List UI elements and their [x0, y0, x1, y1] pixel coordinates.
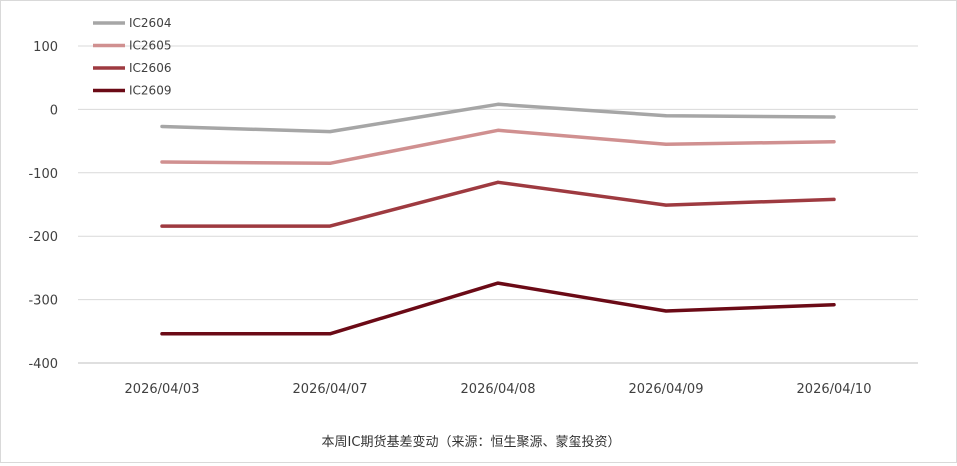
legend-label: IC2605	[129, 39, 171, 53]
data-point	[832, 115, 836, 119]
series-line-ic2609	[160, 281, 836, 336]
legend: IC2604 IC2605 IC2606 IC2609	[93, 16, 171, 98]
data-point	[328, 161, 332, 165]
data-point	[160, 160, 164, 164]
x-tick-label: 2026/04/09	[629, 382, 704, 397]
data-point	[832, 303, 836, 307]
series-line-ic2605	[160, 128, 836, 166]
y-tick-label: 0	[50, 103, 58, 118]
gridlines	[78, 45, 918, 364]
x-tick-label: 2026/04/10	[797, 382, 872, 397]
data-point	[328, 130, 332, 134]
y-tick-label: -100	[28, 167, 58, 182]
x-tick-label: 2026/04/07	[293, 382, 368, 397]
x-tick-label: 2026/04/08	[461, 382, 536, 397]
data-point	[664, 142, 668, 146]
series-line-ic2606	[160, 180, 836, 228]
y-tick-label: -200	[28, 230, 58, 245]
data-point	[160, 332, 164, 336]
legend-label: IC2609	[129, 84, 171, 98]
data-point	[160, 224, 164, 228]
legend-label: IC2606	[129, 61, 171, 75]
data-point	[664, 114, 668, 118]
data-point	[496, 281, 500, 285]
series-lines	[160, 102, 836, 336]
data-point	[160, 125, 164, 129]
x-axis-ticks: 2026/04/03 2026/04/07 2026/04/08 2026/04/09…	[125, 382, 872, 397]
data-point	[664, 309, 668, 313]
data-point	[496, 180, 500, 184]
data-point	[328, 332, 332, 336]
data-point	[496, 128, 500, 132]
chart-caption: 本周IC期货基差变动（来源：恒生聚源、蒙玺投资）	[322, 434, 621, 450]
data-point	[832, 197, 836, 201]
legend-label: IC2604	[129, 16, 171, 30]
data-point	[496, 102, 500, 106]
y-axis-ticks: 100 0 -100 -200 -300 -400	[28, 40, 58, 372]
data-point	[328, 224, 332, 228]
data-point	[664, 203, 668, 207]
data-point	[832, 140, 836, 144]
y-tick-label: -400	[28, 357, 58, 372]
y-tick-label: -300	[28, 294, 58, 309]
series-line-ic2604	[160, 102, 836, 134]
y-tick-label: 100	[33, 40, 58, 55]
x-tick-label: 2026/04/03	[125, 382, 200, 397]
